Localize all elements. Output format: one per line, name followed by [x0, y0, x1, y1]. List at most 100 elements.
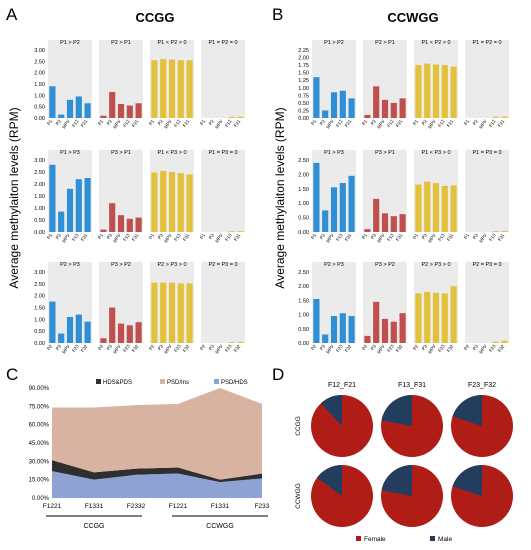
y-tick-label: 1.00: [34, 317, 45, 323]
bar: [160, 282, 167, 343]
x-tick-label: P3: [319, 343, 327, 351]
bar: [330, 187, 338, 232]
y-tick-label: 0.00: [298, 341, 309, 347]
bar: [151, 60, 158, 118]
bar: [373, 301, 380, 343]
x-tick-label: F32: [497, 343, 506, 353]
y-tick-label: 0.00: [298, 116, 309, 122]
bar: [84, 321, 91, 343]
x-tick-label: F32: [395, 343, 404, 353]
bar: [492, 231, 499, 232]
bar: [117, 215, 125, 232]
x-tick-label: P2: [472, 118, 480, 126]
x-tick-label: MPV: [478, 233, 488, 244]
bar: [186, 174, 193, 232]
bar: [441, 65, 448, 118]
x-tick-label: P2: [97, 343, 105, 351]
y-tick-label: 2.00: [34, 71, 45, 77]
y-tick-label: 0.00: [34, 116, 45, 122]
bar: [450, 66, 457, 118]
legend-swatch: [430, 536, 435, 541]
x-tick-label: F23: [386, 343, 395, 353]
x-tick-label: MPV: [325, 344, 335, 355]
bar: [381, 213, 389, 232]
x-tick-label: F2332: [127, 503, 146, 510]
group-title: P2 = P3 = 0: [472, 262, 501, 268]
y-tick-label: 3.00: [34, 158, 45, 164]
pie-row-label: CCGG: [295, 416, 302, 436]
bar: [186, 283, 193, 343]
bar: [313, 77, 320, 118]
bar: [330, 316, 338, 343]
bar: [100, 338, 107, 343]
y-tick-label: 0.00: [34, 341, 45, 347]
y-tick-label: 1.50: [34, 82, 45, 88]
legend-swatch: [356, 536, 361, 541]
group-title: P2 > P3 > 0: [157, 262, 186, 268]
y-tick-label: 30.00%: [29, 459, 50, 465]
y-tick-label: 15.00%: [29, 478, 50, 484]
y-tick-label: 1.50: [34, 306, 45, 312]
bar: [126, 218, 133, 232]
bar: [424, 63, 431, 118]
group-title: P3 > P1: [111, 150, 131, 156]
pie-male-slice: [316, 465, 342, 496]
y-tick-label: 1.50: [298, 71, 309, 77]
x-tick-label: F31: [80, 232, 89, 242]
y-tick-label: 0.50: [298, 327, 309, 333]
y-tick-label: 75.00%: [29, 404, 50, 410]
x-tick-label: P2: [148, 343, 156, 351]
x-tick-label: P3: [157, 232, 165, 240]
x-tick-label: MPV: [376, 119, 386, 130]
x-tick-label: P1: [199, 232, 207, 240]
x-tick-label: MPV: [214, 119, 224, 130]
bar: [237, 341, 244, 343]
x-tick-label: P2: [361, 343, 369, 351]
group-title: P3 > P2: [375, 262, 395, 268]
x-tick-label: P1: [97, 232, 105, 240]
y-tick-label: 2.50: [34, 170, 45, 176]
x-tick-label: F13: [437, 232, 446, 242]
bar: [390, 216, 397, 232]
bar: [381, 99, 389, 118]
x-tick-label: P1: [310, 118, 318, 126]
y-tick-label: 1.50: [298, 187, 309, 193]
bar: [330, 92, 338, 118]
x-tick-label: F32: [233, 343, 242, 353]
x-tick-label: MPV: [112, 233, 122, 244]
y-tick-label: 0.75: [298, 93, 309, 99]
y-tick-label: 1.75: [298, 63, 309, 69]
x-tick-label: MPV: [325, 233, 335, 244]
x-tick-label: P1: [361, 118, 369, 126]
y-tick-label: 2.00: [298, 284, 309, 290]
bar: [432, 292, 440, 343]
group-title: P1 = P2 = 0: [472, 40, 501, 46]
x-tick-label: F13: [488, 232, 497, 242]
bar: [84, 178, 91, 232]
x-tick-label: F32: [80, 343, 89, 353]
group-background: [201, 150, 245, 232]
x-tick-label: MPV: [61, 119, 71, 130]
bar: [168, 282, 176, 343]
y-tick-label: 1.00: [34, 206, 45, 212]
bar: [66, 99, 74, 118]
y-tick-label: 0.50: [34, 218, 45, 224]
group-title: P1 < P3 > 0: [421, 150, 450, 156]
bar: [313, 162, 320, 232]
bar: [415, 293, 422, 343]
bar: [501, 230, 508, 232]
x-tick-label: F13: [386, 232, 395, 242]
y-tick-label: 0.50: [34, 329, 45, 335]
bar: [373, 86, 380, 118]
bar: [228, 231, 235, 232]
y-tick-label: 1.25: [298, 78, 309, 84]
x-tick-label: MPV: [214, 344, 224, 355]
x-tick-label: MPV: [61, 344, 71, 355]
x-tick-label: MPV: [427, 344, 437, 355]
x-tick-label: F1221: [43, 503, 62, 510]
group-title: P2 > P3 > 0: [421, 262, 450, 268]
bar: [313, 298, 320, 343]
x-tick-label: P3: [319, 232, 327, 240]
